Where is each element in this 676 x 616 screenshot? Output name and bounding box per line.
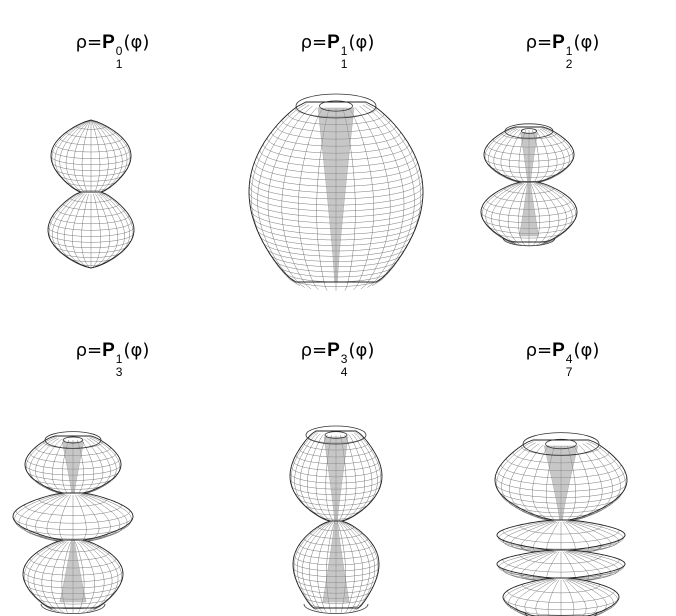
- label-argument: (φ): [123, 32, 150, 53]
- legendre-surface-l1-m1-icon: [248, 93, 424, 291]
- lobe-segment: [496, 549, 626, 583]
- panel-label: ρ=P 1 3 (φ): [0, 340, 225, 379]
- label-base: P: [552, 340, 565, 361]
- label-prefix: ρ=: [75, 340, 103, 361]
- legendre-surface-l4-m3-icon: [289, 425, 383, 614]
- panel-p2-1: ρ=P 1 2 (φ): [450, 0, 675, 308]
- lobe-segment: [502, 577, 620, 616]
- lobe-segment: [292, 520, 380, 614]
- panel-p1-0: ρ=P 0 1 (φ): [0, 0, 225, 308]
- lobe-segment: [480, 181, 578, 247]
- lobe-segment: [496, 519, 626, 555]
- label-base: P: [327, 32, 340, 53]
- panel-label: ρ=P 1 2 (φ): [450, 32, 675, 71]
- lobe-segment: [289, 425, 383, 523]
- panel-label: ρ=P 3 4 (φ): [225, 340, 450, 379]
- label-argument: (φ): [573, 32, 600, 53]
- label-prefix: ρ=: [300, 340, 328, 361]
- legendre-surface-l1-m0-icon: [47, 119, 135, 269]
- lobe-segment: [24, 431, 122, 496]
- lobe-segment: [248, 93, 424, 291]
- label-prefix: ρ=: [525, 32, 553, 53]
- label-prefix: ρ=: [525, 340, 553, 361]
- panel-p3-1: ρ=P 1 3 (φ): [0, 308, 225, 616]
- legendre-surface-l7-m4-icon: [494, 432, 628, 616]
- legendre-surface-l2-m1-icon: [480, 123, 578, 247]
- label-argument: (φ): [348, 32, 375, 53]
- panel-p1-1: ρ=P 1 1 (φ): [225, 0, 450, 308]
- label-base: P: [552, 32, 565, 53]
- panel-p7-4: ρ=P 4 7 (φ): [450, 308, 675, 616]
- label-subscript: 4: [340, 365, 348, 379]
- label-superscript: 1: [115, 352, 123, 366]
- label-superscript: 1: [340, 44, 348, 58]
- lobe-segment: [50, 119, 132, 195]
- panel-label: ρ=P 0 1 (φ): [0, 32, 225, 71]
- label-superscript: 4: [565, 352, 573, 366]
- label-prefix: ρ=: [300, 32, 328, 53]
- label-argument: (φ): [348, 340, 375, 361]
- label-subscript: 7: [565, 365, 573, 379]
- label-subscript: 3: [115, 365, 123, 379]
- label-base: P: [102, 32, 115, 53]
- lobe-segment: [47, 191, 135, 269]
- label-subscript: 1: [340, 57, 348, 71]
- label-superscript: 0: [115, 44, 123, 58]
- panel-label: ρ=P 1 1 (φ): [225, 32, 450, 71]
- panel-p4-3: ρ=P 3 4 (φ): [225, 308, 450, 616]
- lobe-segment: [483, 123, 575, 184]
- lobe-segment: [12, 492, 134, 543]
- label-subscript: 2: [565, 57, 573, 71]
- label-superscript: 3: [340, 352, 348, 366]
- panel-label: ρ=P 4 7 (φ): [450, 340, 675, 379]
- label-superscript: 1: [565, 44, 573, 58]
- label-base: P: [327, 340, 340, 361]
- label-subscript: 1: [115, 57, 123, 71]
- lobe-segment: [494, 432, 628, 522]
- lobe-segment: [22, 539, 124, 614]
- label-argument: (φ): [123, 340, 150, 361]
- legendre-surface-l3-m1-icon: [12, 431, 134, 614]
- label-base: P: [102, 340, 115, 361]
- label-prefix: ρ=: [75, 32, 103, 53]
- label-argument: (φ): [573, 340, 600, 361]
